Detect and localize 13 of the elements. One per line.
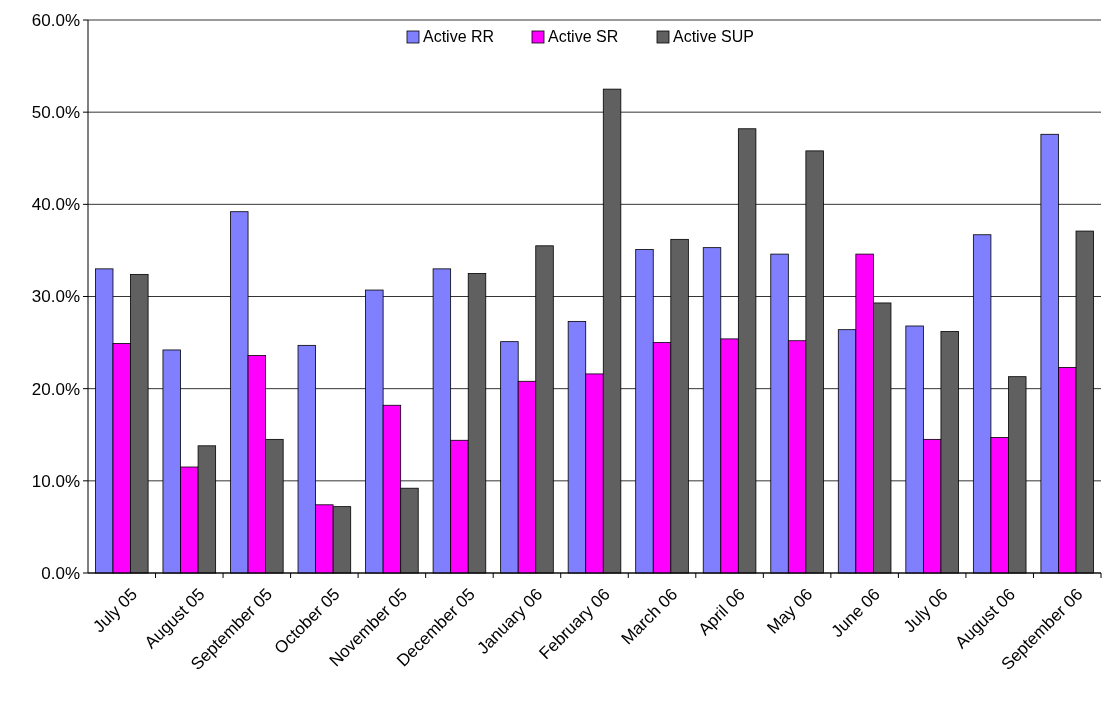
x-tick-label: July 06 (899, 584, 952, 637)
y-tick-label: 60.0% (31, 10, 80, 30)
y-tick-label: 40.0% (31, 195, 80, 215)
y-tick-label: 50.0% (31, 103, 80, 123)
legend-label: Active RR (423, 28, 495, 45)
legend-label: Active SUP (673, 28, 754, 45)
legend-label: Active SR (548, 28, 619, 45)
x-tick-label: May 06 (763, 584, 817, 638)
x-tick-label: July 05 (89, 584, 142, 637)
y-tick-label: 20.0% (31, 379, 80, 399)
y-tick-label: 10.0% (31, 471, 80, 491)
y-tick-label: 0.0% (41, 563, 80, 583)
y-tick-label: 30.0% (31, 287, 80, 307)
